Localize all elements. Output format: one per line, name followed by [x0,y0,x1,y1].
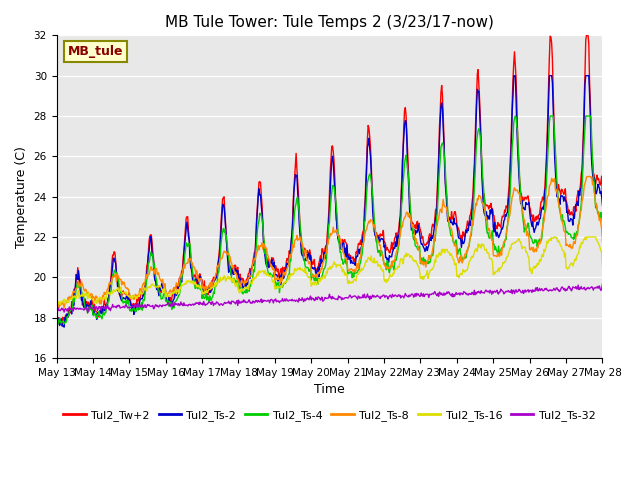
Line: Tul2_Ts-32: Tul2_Ts-32 [56,284,602,312]
Tul2_Ts-16 [548,235,556,241]
Tul2_Ts-8 [52,301,60,307]
Tul2_Ts-2 [196,275,204,280]
Tul2_Ts-8 [173,281,181,287]
Tul2_Ts-2 [429,236,436,241]
Tul2_Ts-8 [322,251,330,257]
Text: MB_tule: MB_tule [67,45,123,58]
Tul2_Ts-2 [550,129,557,135]
Tul2_Ts-32 [173,301,181,307]
Tul2_Tw+2 [58,323,66,329]
Tul2_Tw+2 [322,243,330,249]
Tul2_Ts-32 [549,287,557,293]
Tul2_Ts-32 [84,310,92,315]
Tul2_Ts-4 [196,287,204,293]
Line: Tul2_Ts-4: Tul2_Ts-4 [56,116,602,324]
Tul2_Ts-16 [428,266,436,272]
Tul2_Tw+2 [598,195,606,201]
Tul2_Ts-4 [322,262,330,268]
Tul2_Ts-4 [598,220,606,226]
Tul2_Tw+2 [375,232,383,238]
X-axis label: Time: Time [314,383,345,396]
Tul2_Ts-16 [374,264,382,269]
Tul2_Ts-8 [429,246,436,252]
Tul2_Ts-32 [429,290,436,296]
Tul2_Tw+2 [582,33,590,38]
Tul2_Ts-2 [173,290,181,296]
Legend: Tul2_Tw+2, Tul2_Ts-2, Tul2_Ts-4, Tul2_Ts-8, Tul2_Ts-16, Tul2_Ts-32: Tul2_Tw+2, Tul2_Ts-2, Tul2_Ts-4, Tul2_Ts… [59,406,600,425]
Line: Tul2_Ts-2: Tul2_Ts-2 [56,76,602,327]
Line: Tul2_Ts-16: Tul2_Ts-16 [56,237,602,308]
Tul2_Ts-8 [549,177,557,182]
Tul2_Ts-32 [196,300,204,306]
Tul2_Ts-8 [598,238,606,244]
Tul2_Tw+2 [196,273,204,279]
Tul2_Ts-4 [511,113,519,119]
Tul2_Ts-16 [598,264,606,270]
Tul2_Ts-32 [375,294,383,300]
Tul2_Ts-16 [173,291,180,297]
Tul2_Ts-16 [321,276,329,281]
Tul2_Ts-4 [54,321,62,327]
Tul2_Ts-8 [584,174,591,180]
Tul2_Tw+2 [429,221,436,227]
Tul2_Ts-16 [52,305,60,311]
Tul2_Ts-8 [55,306,63,312]
Tul2_Tw+2 [173,282,181,288]
Tul2_Ts-2 [598,203,606,208]
Tul2_Ts-4 [173,296,181,302]
Tul2_Ts-32 [52,308,60,313]
Tul2_Ts-8 [196,276,204,281]
Tul2_Ts-8 [375,239,383,244]
Line: Tul2_Tw+2: Tul2_Tw+2 [56,36,602,326]
Tul2_Ts-16 [550,234,557,240]
Tul2_Ts-4 [52,316,60,322]
Y-axis label: Temperature (C): Temperature (C) [15,146,28,248]
Tul2_Ts-4 [375,248,383,254]
Tul2_Ts-4 [550,120,557,126]
Tul2_Ts-2 [60,324,68,330]
Tul2_Tw+2 [549,87,557,93]
Tul2_Ts-16 [196,285,204,291]
Tul2_Ts-4 [429,253,436,259]
Tul2_Ts-2 [52,317,60,323]
Line: Tul2_Ts-8: Tul2_Ts-8 [56,177,602,309]
Title: MB Tule Tower: Tule Temps 2 (3/23/17-now): MB Tule Tower: Tule Temps 2 (3/23/17-now… [165,15,494,30]
Tul2_Ts-32 [598,281,606,287]
Tul2_Ts-2 [322,255,330,261]
Tul2_Ts-2 [511,73,519,79]
Tul2_Ts-32 [322,296,330,301]
Tul2_Tw+2 [52,308,60,314]
Tul2_Ts-2 [375,236,383,241]
